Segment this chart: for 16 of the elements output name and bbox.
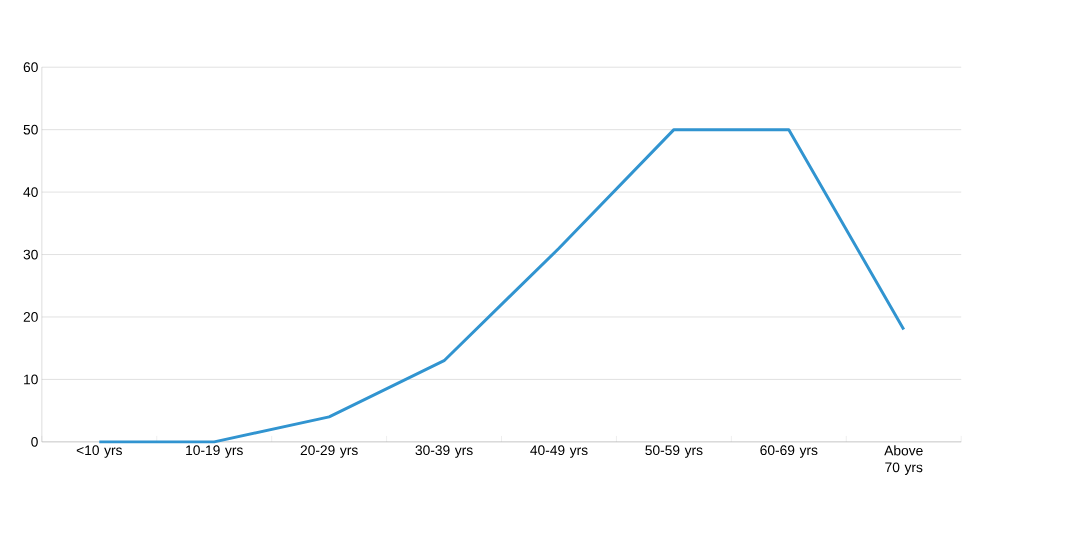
y-tick-label: 20	[23, 312, 38, 323]
x-tick-label: <10 yrs	[76, 445, 122, 459]
x-tick-label: 20-29 yrs	[300, 445, 358, 459]
y-tick-label: 60	[23, 62, 38, 73]
y-tick-label: 10	[24, 374, 38, 385]
x-tick-label: 30-39 yrs	[415, 445, 473, 459]
line-series	[97, 128, 906, 444]
y-tick-label: 40	[23, 187, 38, 198]
x-tick-label: 60-69 yrs	[760, 445, 818, 459]
x-tick-label: 10-19 yrs	[186, 445, 243, 459]
y-tick-label: 50	[23, 124, 38, 135]
x-tick-label: 50-59 yrs	[645, 445, 703, 459]
y-tick-label: 0	[31, 437, 38, 447]
x-tick-label: 40-49 yrs	[530, 445, 588, 459]
y-tick-label: 30	[23, 249, 38, 260]
x-tick-label: Above 70 yrs	[884, 445, 923, 476]
